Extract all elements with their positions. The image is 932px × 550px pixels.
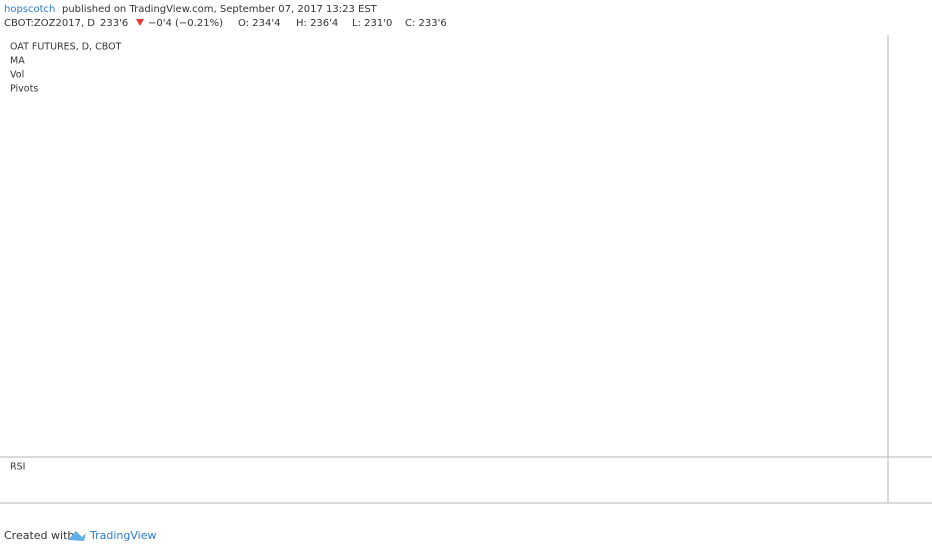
symbol-line: CBOT:ZOZ2017, D 233'6 −0'4 (−0.21%) O: 2… [4,18,447,29]
last-price: 233'6 [100,18,128,29]
indicator: MA [10,56,25,67]
close: C: 233'6 [405,18,447,29]
change: −0'4 (−0.21%) [148,18,223,29]
author[interactable]: hopscotch [4,4,55,15]
high: H: 236'4 [296,18,338,29]
created-with: Created with [4,529,74,542]
published: published on TradingView.com, September … [62,4,378,15]
indicator: Vol [10,70,24,81]
rsi-title: RSI [10,462,25,473]
indicator: Pivots [10,84,38,95]
chart-title: OAT FUTURES, D, CBOT [10,42,122,53]
footer: Created with TradingView [4,529,156,542]
low: L: 231'0 [352,18,392,29]
symbol: CBOT:ZOZ2017, D [4,18,95,29]
brand[interactable]: TradingView [89,529,156,542]
logo [68,531,86,541]
down-arrow [136,19,144,26]
open: O: 234'4 [238,18,280,29]
